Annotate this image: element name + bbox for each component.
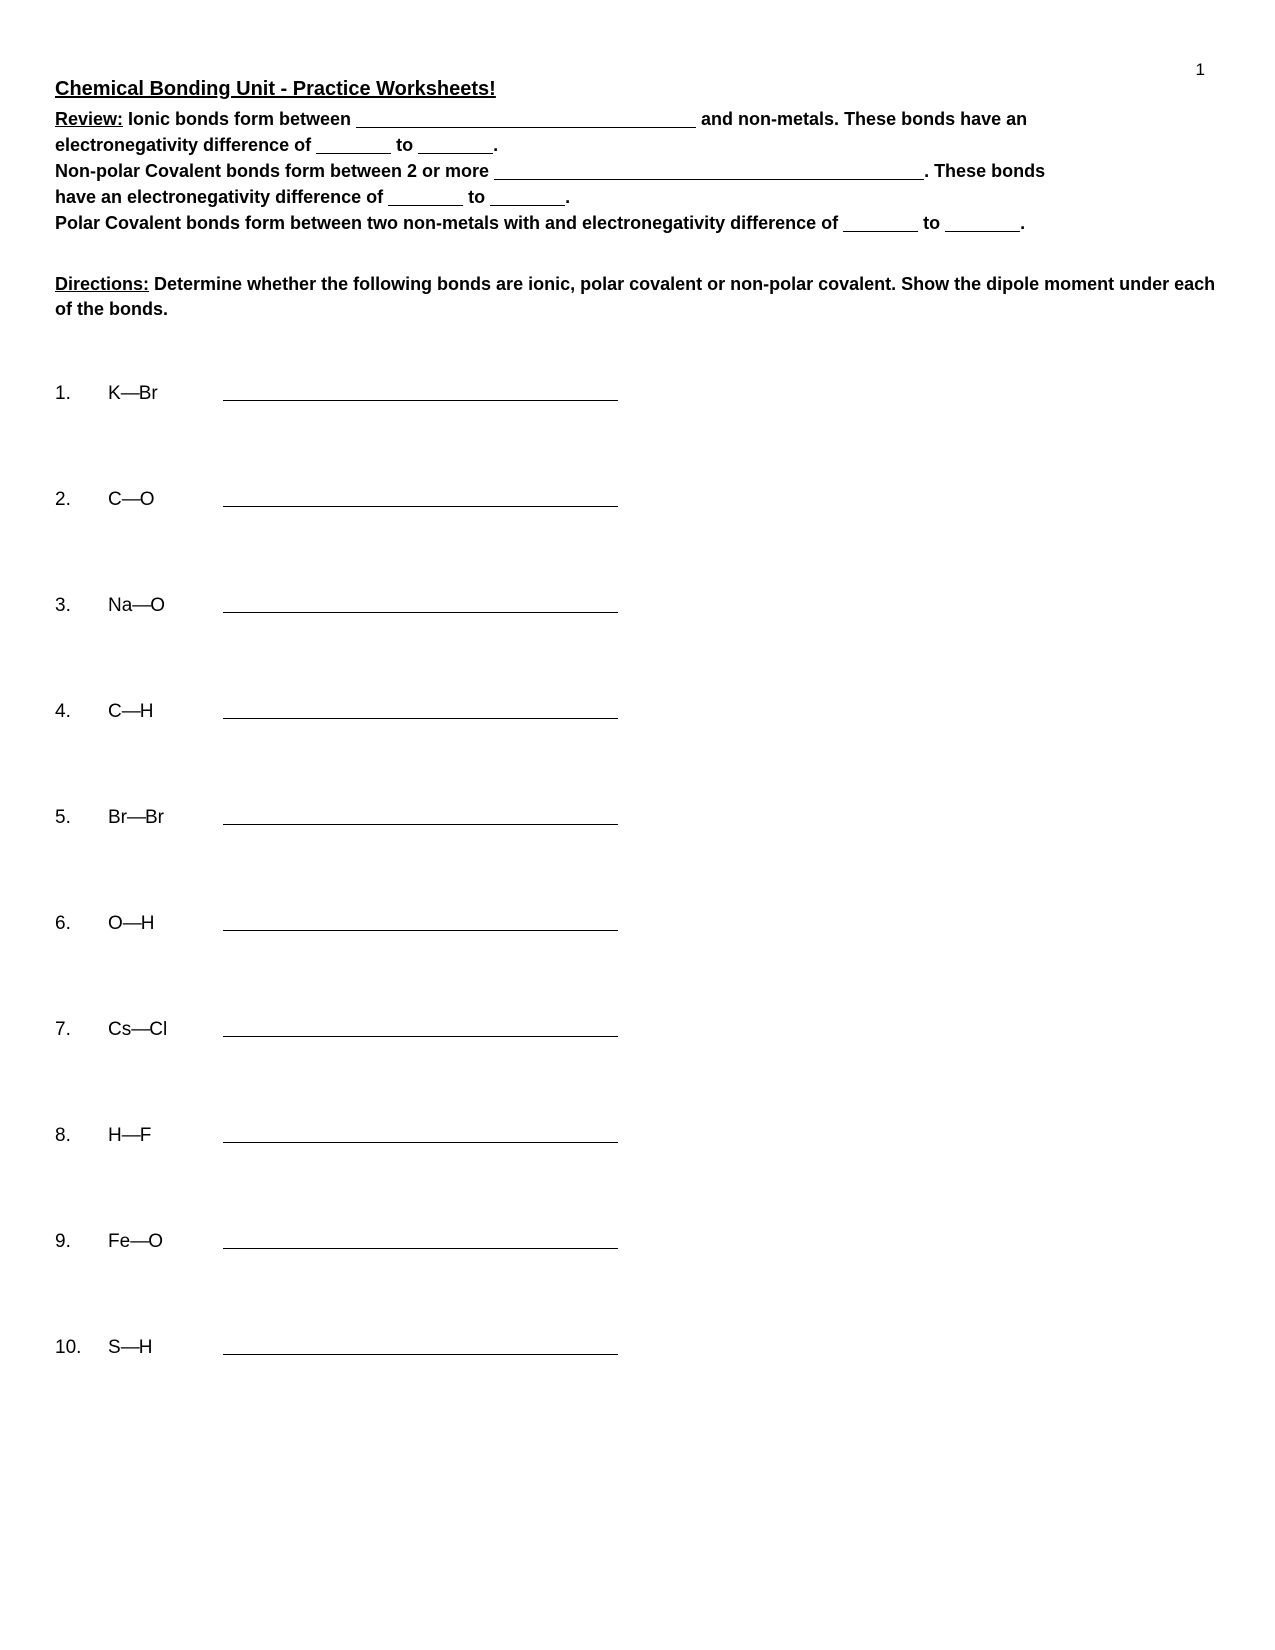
atom-1: Na bbox=[108, 595, 132, 616]
bond-formula: C—O bbox=[108, 489, 223, 511]
atom-1: Fe bbox=[108, 1231, 130, 1252]
problem-row: 6.O—H bbox=[55, 913, 1220, 935]
problem-row: 5.Br—Br bbox=[55, 807, 1220, 829]
answer-blank[interactable] bbox=[223, 824, 618, 825]
review-text-4: have an electronegativity difference of bbox=[55, 187, 388, 207]
atom-2: H bbox=[139, 1337, 153, 1358]
problem-number: 2. bbox=[55, 489, 108, 511]
review-text-1a: Ionic bonds form between bbox=[123, 109, 356, 129]
bond-dash-icon: — bbox=[131, 1019, 149, 1040]
atom-2: Br bbox=[145, 807, 164, 828]
bond-dash-icon: — bbox=[121, 383, 139, 404]
problem-row: 8.H—F bbox=[55, 1125, 1220, 1147]
blank-en-high-1[interactable] bbox=[418, 153, 493, 154]
problem-row: 9.Fe—O bbox=[55, 1231, 1220, 1253]
problem-row: 10.S—H bbox=[55, 1337, 1220, 1359]
answer-blank[interactable] bbox=[223, 1142, 618, 1143]
problem-number: 10. bbox=[55, 1337, 108, 1359]
blank-en-low-1[interactable] bbox=[316, 153, 391, 154]
bond-formula: Cs—Cl bbox=[108, 1019, 223, 1041]
blank-en-high-3[interactable] bbox=[945, 231, 1020, 232]
period-1: . bbox=[493, 135, 498, 155]
review-text-5: Polar Covalent bonds form between two no… bbox=[55, 213, 843, 233]
bond-dash-icon: — bbox=[122, 701, 140, 722]
bond-formula: Na—O bbox=[108, 595, 223, 617]
bond-dash-icon: — bbox=[123, 913, 141, 934]
review-section: Review: Ionic bonds form between and non… bbox=[55, 106, 1220, 236]
answer-blank[interactable] bbox=[223, 506, 618, 507]
problem-number: 1. bbox=[55, 383, 108, 405]
answer-blank[interactable] bbox=[223, 1354, 618, 1355]
atom-1: K bbox=[108, 383, 121, 404]
atom-1: Cs bbox=[108, 1019, 131, 1040]
answer-blank[interactable] bbox=[223, 930, 618, 931]
answer-blank[interactable] bbox=[223, 1248, 618, 1249]
blank-en-low-3[interactable] bbox=[843, 231, 918, 232]
problem-number: 5. bbox=[55, 807, 108, 829]
bond-formula: Fe—O bbox=[108, 1231, 223, 1253]
atom-1: Br bbox=[108, 807, 127, 828]
problem-number: 9. bbox=[55, 1231, 108, 1253]
blank-en-high-2[interactable] bbox=[490, 205, 565, 206]
period-2: . bbox=[565, 187, 570, 207]
problem-number: 4. bbox=[55, 701, 108, 723]
answer-blank[interactable] bbox=[223, 612, 618, 613]
atom-2: Br bbox=[139, 383, 158, 404]
bond-formula: O—H bbox=[108, 913, 223, 935]
bond-dash-icon: — bbox=[132, 595, 150, 616]
atom-1: H bbox=[108, 1125, 122, 1146]
atom-1: C bbox=[108, 489, 122, 510]
atom-1: C bbox=[108, 701, 122, 722]
bond-dash-icon: — bbox=[122, 1125, 140, 1146]
bond-formula: Br—Br bbox=[108, 807, 223, 829]
problem-row: 1.K—Br bbox=[55, 383, 1220, 405]
problem-row: 2.C—O bbox=[55, 489, 1220, 511]
directions-text: Determine whether the following bonds ar… bbox=[55, 274, 1215, 318]
bond-formula: C—H bbox=[108, 701, 223, 723]
bond-formula: H—F bbox=[108, 1125, 223, 1147]
to-1: to bbox=[391, 135, 418, 155]
to-2: to bbox=[463, 187, 490, 207]
review-text-2: electronegativity difference of bbox=[55, 135, 316, 155]
review-text-1b: and non-metals. These bonds have an bbox=[696, 109, 1027, 129]
atom-2: H bbox=[141, 913, 155, 934]
atom-1: S bbox=[108, 1337, 121, 1358]
problem-number: 6. bbox=[55, 913, 108, 935]
answer-blank[interactable] bbox=[223, 718, 618, 719]
answer-blank[interactable] bbox=[223, 400, 618, 401]
directions-section: Directions: Determine whether the follow… bbox=[55, 272, 1220, 321]
period-3: . bbox=[1020, 213, 1025, 233]
problem-number: 7. bbox=[55, 1019, 108, 1041]
blank-en-low-2[interactable] bbox=[388, 205, 463, 206]
bond-formula: K—Br bbox=[108, 383, 223, 405]
review-label: Review: bbox=[55, 109, 123, 129]
problem-row: 7.Cs—Cl bbox=[55, 1019, 1220, 1041]
bond-dash-icon: — bbox=[130, 1231, 148, 1252]
bond-dash-icon: — bbox=[121, 1337, 139, 1358]
problems-list: 1.K—Br2.C—O3.Na—O4.C—H5.Br—Br6.O—H7.Cs—C… bbox=[55, 383, 1220, 1359]
directions-label: Directions: bbox=[55, 274, 149, 294]
atom-2: Cl bbox=[149, 1019, 167, 1040]
answer-blank[interactable] bbox=[223, 1036, 618, 1037]
atom-2: O bbox=[140, 489, 155, 510]
to-3: to bbox=[918, 213, 945, 233]
atom-2: H bbox=[140, 701, 154, 722]
bond-dash-icon: — bbox=[122, 489, 140, 510]
blank-nonpolar-between[interactable] bbox=[494, 179, 924, 180]
blank-ionic-between[interactable] bbox=[356, 127, 696, 128]
atom-2: F bbox=[140, 1125, 152, 1146]
bond-formula: S—H bbox=[108, 1337, 223, 1359]
problem-number: 3. bbox=[55, 595, 108, 617]
atom-2: O bbox=[148, 1231, 163, 1252]
problem-row: 4.C—H bbox=[55, 701, 1220, 723]
worksheet-title: Chemical Bonding Unit - Practice Workshe… bbox=[55, 78, 1220, 101]
atom-1: O bbox=[108, 913, 123, 934]
problem-row: 3.Na—O bbox=[55, 595, 1220, 617]
atom-2: O bbox=[150, 595, 165, 616]
review-text-3b: . These bonds bbox=[924, 161, 1045, 181]
review-text-3a: Non-polar Covalent bonds form between 2 … bbox=[55, 161, 494, 181]
page-number: 1 bbox=[1196, 60, 1205, 80]
bond-dash-icon: — bbox=[127, 807, 145, 828]
problem-number: 8. bbox=[55, 1125, 108, 1147]
